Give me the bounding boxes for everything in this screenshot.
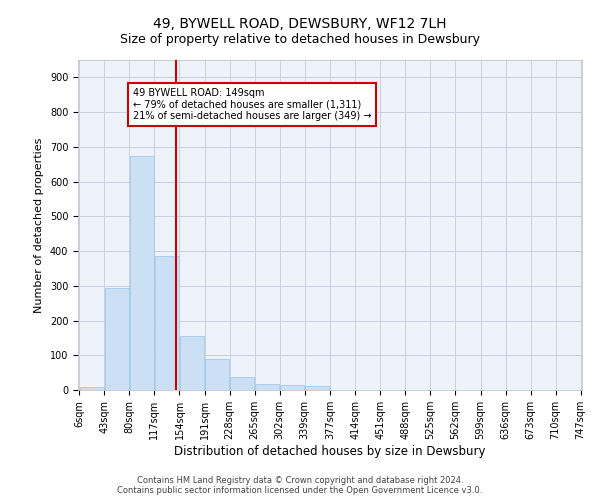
Text: Contains HM Land Registry data © Crown copyright and database right 2024.
Contai: Contains HM Land Registry data © Crown c… (118, 476, 482, 495)
Bar (230, 377, 254, 390)
Bar (255, 384, 280, 390)
Bar (180, 336, 204, 390)
Bar (155, 256, 179, 390)
Bar (280, 385, 304, 390)
Bar (80, 386, 104, 390)
Bar (205, 358, 229, 390)
Bar (305, 386, 329, 390)
Text: 49, BYWELL ROAD, DEWSBURY, WF12 7LH: 49, BYWELL ROAD, DEWSBURY, WF12 7LH (153, 18, 447, 32)
X-axis label: Distribution of detached houses by size in Dewsbury: Distribution of detached houses by size … (174, 445, 486, 458)
Text: 49 BYWELL ROAD: 149sqm
← 79% of detached houses are smaller (1,311)
21% of semi-: 49 BYWELL ROAD: 149sqm ← 79% of detached… (133, 88, 371, 121)
Bar (104, 288, 129, 390)
Text: Size of property relative to detached houses in Dewsbury: Size of property relative to detached ho… (120, 32, 480, 46)
Bar (130, 156, 154, 390)
Y-axis label: Number of detached properties: Number of detached properties (34, 138, 44, 312)
